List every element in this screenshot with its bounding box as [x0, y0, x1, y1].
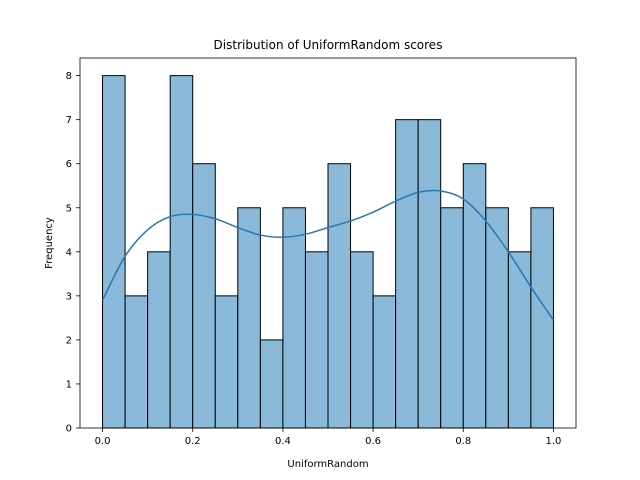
histogram-bar [214, 295, 239, 429]
y-tick-label: 0 [66, 424, 72, 435]
histogram-bar [417, 119, 442, 429]
x-tick-label: 0.6 [365, 436, 381, 447]
histogram-bar [372, 295, 397, 429]
y-tick-label: 7 [66, 115, 72, 126]
y-axis-ticks: 0 1 2 3 4 5 6 7 8 [66, 71, 80, 435]
y-tick-label: 5 [66, 203, 72, 214]
x-tick-label: 0.2 [185, 436, 201, 447]
histogram-bar [237, 207, 261, 429]
histogram-bar [485, 207, 509, 429]
histogram-bars [102, 75, 554, 429]
histogram-bar [440, 207, 464, 429]
histogram-bar [304, 251, 329, 429]
chart-title: Distribution of UniformRandom scores [214, 38, 443, 52]
histogram-bar [462, 163, 487, 429]
y-tick-label: 1 [66, 379, 72, 390]
histogram-bar [530, 207, 554, 429]
y-tick-label: 2 [66, 335, 72, 346]
y-tick-label: 4 [66, 247, 72, 258]
y-tick-label: 8 [66, 71, 72, 82]
histogram-bar [282, 207, 306, 429]
x-axis-label: UniformRandom [287, 459, 368, 470]
x-axis-ticks: 0.0 0.2 0.4 0.6 0.8 1.0 [95, 428, 562, 447]
y-axis-label: Frequency [44, 217, 55, 269]
histogram-bar [507, 251, 532, 429]
histogram-bar [395, 119, 419, 429]
histogram-bar [259, 339, 284, 429]
histogram-bar [147, 251, 171, 429]
y-tick-label: 6 [66, 159, 72, 170]
axes-frame [79, 57, 577, 429]
histogram-bar [124, 295, 149, 429]
x-tick-label: 0.4 [275, 436, 291, 447]
x-tick-label: 0.8 [455, 436, 471, 447]
kde-curve [101, 189, 555, 321]
histogram-bar [350, 251, 374, 429]
histogram-bar [169, 75, 194, 429]
histogram-bar [327, 163, 352, 429]
x-tick-label: 1.0 [546, 436, 562, 447]
x-tick-label: 0.0 [95, 436, 111, 447]
y-tick-label: 3 [66, 291, 72, 302]
histogram-bar [192, 163, 216, 429]
histogram-bar [102, 75, 126, 429]
